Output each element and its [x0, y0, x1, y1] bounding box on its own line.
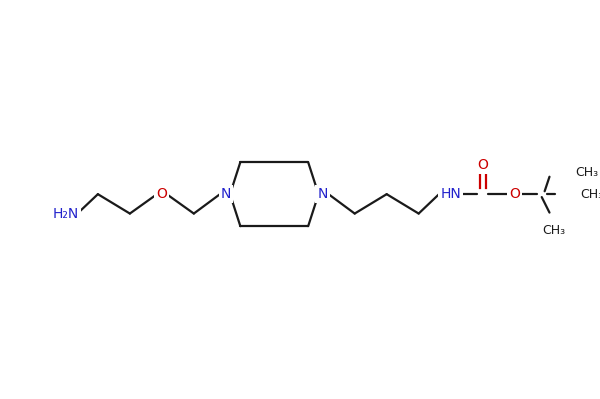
- Text: N: N: [317, 187, 328, 201]
- Text: CH₃: CH₃: [542, 225, 565, 237]
- Text: N: N: [221, 187, 231, 201]
- Text: O: O: [509, 187, 520, 201]
- Text: O: O: [157, 187, 167, 201]
- Text: O: O: [477, 158, 488, 172]
- Text: CH₃: CH₃: [581, 188, 600, 201]
- Text: H₂N: H₂N: [53, 207, 79, 221]
- Text: HN: HN: [440, 187, 461, 201]
- Text: CH₃: CH₃: [575, 166, 598, 179]
